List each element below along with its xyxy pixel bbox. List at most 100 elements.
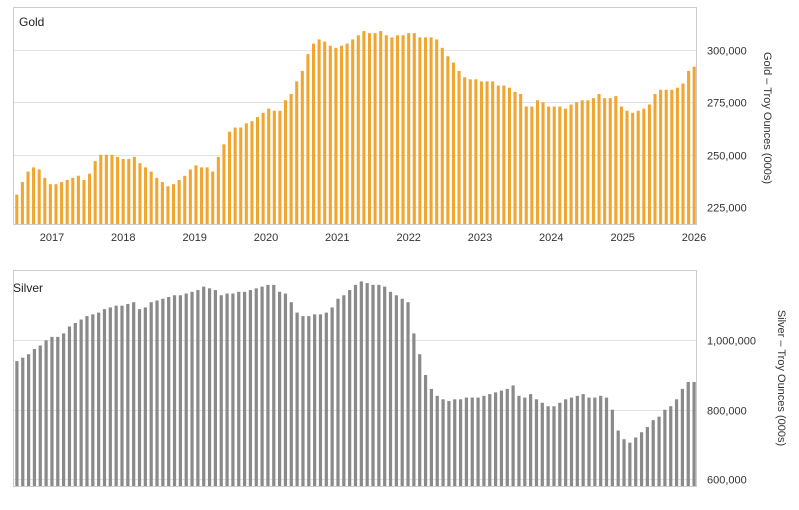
bar [348,290,352,486]
bar [513,91,517,224]
bar [205,167,209,224]
bar [356,35,360,225]
bar [248,290,253,486]
bar [317,39,321,225]
bar [388,291,393,486]
bar [67,326,72,486]
bar [108,307,112,486]
bar [278,110,282,224]
bar [143,307,147,486]
bar [675,87,679,224]
bar [552,106,556,224]
bar [166,186,170,224]
bar [502,85,506,224]
bar [639,432,644,486]
bar [412,33,416,224]
bar [104,154,108,224]
bar [674,399,679,486]
bar [244,123,248,224]
bar [485,81,489,225]
bar [254,288,258,486]
bar [228,131,232,224]
bar [593,397,597,486]
bar [272,110,276,224]
bar [464,397,469,486]
bar [283,100,288,224]
bar [43,177,47,224]
bar [365,283,369,486]
bar [524,106,528,224]
bar [569,104,573,224]
bar [32,167,36,224]
bar [390,37,394,224]
bar [138,163,142,224]
bar [379,31,383,224]
bar [435,395,439,486]
bar [194,165,198,224]
bar [222,144,226,224]
bar [664,89,668,224]
x-tick-label: 2022 [396,232,420,244]
bar [56,336,60,486]
bar [48,184,52,224]
bar [530,106,534,224]
bar [184,293,188,486]
bar [26,171,30,224]
bar [407,33,411,224]
bar [400,298,404,486]
bar [313,314,317,486]
bar [306,54,310,224]
bar [99,154,103,224]
bar [581,394,585,486]
bar [680,388,685,486]
x-tick-label: 2024 [539,232,563,244]
bar [670,89,674,224]
bar [267,108,271,224]
bar [200,167,204,224]
bar [330,307,334,486]
x-tick-label: 2023 [468,232,492,244]
bar [435,39,439,225]
bar [160,182,164,224]
bar [479,81,483,225]
bar [266,284,270,486]
bar [289,93,293,224]
bar [645,427,649,486]
bar [657,416,661,486]
bar [476,397,480,486]
bar [91,314,95,486]
bar [44,340,48,486]
bar [563,108,567,224]
bar [505,388,509,486]
bar [394,295,398,486]
bar [488,394,492,486]
bar [278,291,282,486]
bar [167,297,171,486]
x-tick-label: 2025 [610,232,634,244]
bar [597,93,601,224]
bar [21,357,25,486]
x-tick-label: 2021 [325,232,349,244]
bar [177,179,181,224]
bar [642,108,646,224]
bar [631,112,635,224]
bar [60,182,64,224]
bar [255,117,260,224]
bar [144,167,148,224]
bar [190,291,194,486]
silver-y-axis-label: Silver – Troy Ounces (000s) [775,310,787,446]
bar [446,56,450,225]
bar [540,402,544,486]
bar [494,392,498,486]
bar [687,70,691,224]
bar [686,381,690,486]
bar [116,156,120,224]
bar [491,81,495,225]
silver-title: Silver [13,281,43,295]
bar [599,395,603,486]
bar [622,439,626,486]
bar [318,314,323,486]
bar [283,293,288,486]
bar [311,43,316,225]
bar [32,349,37,486]
